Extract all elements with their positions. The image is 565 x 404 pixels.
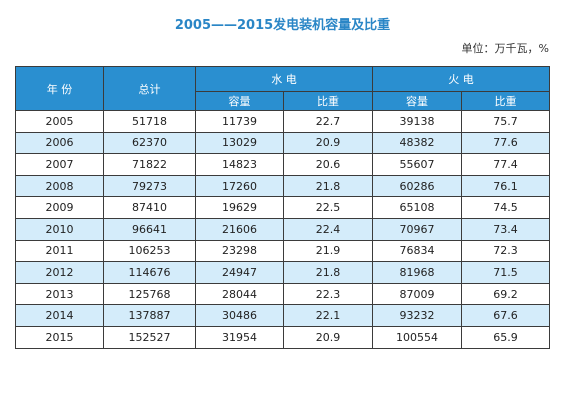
cell-hydro-ratio: 20.9 bbox=[283, 325, 373, 349]
cell-year: 2008 bbox=[15, 174, 104, 198]
cell-hydro-capacity: 23298 bbox=[195, 239, 284, 263]
unit-note: 单位：万千瓦，% bbox=[461, 42, 549, 55]
cell-thermal-ratio: 77.4 bbox=[461, 153, 550, 176]
cell-thermal-ratio: 77.6 bbox=[461, 131, 550, 155]
cell-total: 137887 bbox=[103, 304, 196, 327]
cell-total: 106253 bbox=[103, 239, 196, 263]
cell-hydro-ratio: 21.8 bbox=[283, 261, 373, 284]
cell-year: 2007 bbox=[15, 153, 104, 176]
table-title: 2005——2015发电装机容量及比重 bbox=[174, 18, 391, 33]
cell-thermal-capacity: 100554 bbox=[372, 325, 462, 349]
cell-thermal-capacity: 81968 bbox=[372, 261, 462, 284]
cell-hydro-ratio: 22.1 bbox=[283, 304, 373, 327]
cell-hydro-ratio: 21.8 bbox=[283, 174, 373, 198]
cell-thermal-ratio: 71.5 bbox=[461, 261, 550, 284]
cell-hydro-ratio: 22.3 bbox=[283, 282, 373, 306]
cell-thermal-ratio: 75.7 bbox=[461, 110, 550, 133]
cell-thermal-capacity: 70967 bbox=[372, 217, 462, 241]
cell-hydro-capacity: 11739 bbox=[195, 110, 284, 133]
cell-hydro-capacity: 21606 bbox=[195, 217, 284, 241]
table-row: 2013 125768 28044 22.3 87009 69.2 bbox=[15, 282, 550, 306]
cell-year: 2010 bbox=[15, 217, 104, 241]
table-row: 2007 71822 14823 20.6 55607 77.4 bbox=[15, 153, 550, 176]
cell-hydro-capacity: 31954 bbox=[195, 325, 284, 349]
cell-thermal-capacity: 55607 bbox=[372, 153, 462, 176]
cell-year: 2005 bbox=[15, 110, 104, 133]
cell-hydro-capacity: 24947 bbox=[195, 261, 284, 284]
cell-thermal-ratio: 67.6 bbox=[461, 304, 550, 327]
table-row: 2006 62370 13029 20.9 48382 77.6 bbox=[15, 131, 550, 155]
table-row: 2008 79273 17260 21.8 60286 76.1 bbox=[15, 174, 550, 198]
table-row: 2015 152527 31954 20.9 100554 65.9 bbox=[15, 325, 550, 349]
cell-thermal-ratio: 74.5 bbox=[461, 196, 550, 219]
cell-thermal-capacity: 87009 bbox=[372, 282, 462, 306]
cell-thermal-capacity: 60286 bbox=[372, 174, 462, 198]
header-hydro-ratio: 比重 bbox=[283, 91, 373, 111]
cell-hydro-ratio: 22.5 bbox=[283, 196, 373, 219]
cell-thermal-ratio: 73.4 bbox=[461, 217, 550, 241]
cell-total: 71822 bbox=[103, 153, 196, 176]
cell-year: 2014 bbox=[15, 304, 104, 327]
cell-total: 79273 bbox=[103, 174, 196, 198]
cell-total: 51718 bbox=[103, 110, 196, 133]
table-row: 2012 114676 24947 21.8 81968 71.5 bbox=[15, 261, 550, 284]
cell-total: 152527 bbox=[103, 325, 196, 349]
cell-year: 2006 bbox=[15, 131, 104, 155]
cell-year: 2009 bbox=[15, 196, 104, 219]
cell-hydro-ratio: 21.9 bbox=[283, 239, 373, 263]
cell-thermal-ratio: 65.9 bbox=[461, 325, 550, 349]
cell-year: 2013 bbox=[15, 282, 104, 306]
cell-hydro-ratio: 22.7 bbox=[283, 110, 373, 133]
cell-thermal-capacity: 48382 bbox=[372, 131, 462, 155]
cell-thermal-capacity: 76834 bbox=[372, 239, 462, 263]
header-total: 总计 bbox=[103, 66, 196, 111]
cell-thermal-ratio: 69.2 bbox=[461, 282, 550, 306]
capacity-table: 年 份 总计 水 电 火 电 容量 比重 容量 比重 2005 51718 11… bbox=[15, 66, 550, 349]
table-row: 2014 137887 30486 22.1 93232 67.6 bbox=[15, 304, 550, 327]
cell-hydro-ratio: 20.9 bbox=[283, 131, 373, 155]
header-thermal-ratio: 比重 bbox=[461, 91, 550, 111]
cell-thermal-ratio: 72.3 bbox=[461, 239, 550, 263]
header-hydro: 水 电 bbox=[195, 66, 373, 92]
cell-hydro-capacity: 13029 bbox=[195, 131, 284, 155]
cell-total: 125768 bbox=[103, 282, 196, 306]
cell-hydro-capacity: 28044 bbox=[195, 282, 284, 306]
cell-total: 114676 bbox=[103, 261, 196, 284]
cell-hydro-ratio: 20.6 bbox=[283, 153, 373, 176]
header-year: 年 份 bbox=[15, 66, 104, 111]
table-row: 2009 87410 19629 22.5 65108 74.5 bbox=[15, 196, 550, 219]
cell-thermal-ratio: 76.1 bbox=[461, 174, 550, 198]
cell-hydro-capacity: 17260 bbox=[195, 174, 284, 198]
header-hydro-capacity: 容量 bbox=[195, 91, 284, 111]
cell-hydro-capacity: 14823 bbox=[195, 153, 284, 176]
table-row: 2005 51718 11739 22.7 39138 75.7 bbox=[15, 110, 550, 133]
cell-total: 96641 bbox=[103, 217, 196, 241]
cell-thermal-capacity: 39138 bbox=[372, 110, 462, 133]
header-thermal: 火 电 bbox=[372, 66, 550, 92]
cell-total: 62370 bbox=[103, 131, 196, 155]
cell-thermal-capacity: 65108 bbox=[372, 196, 462, 219]
cell-hydro-capacity: 19629 bbox=[195, 196, 284, 219]
cell-hydro-capacity: 30486 bbox=[195, 304, 284, 327]
cell-year: 2015 bbox=[15, 325, 104, 349]
cell-total: 87410 bbox=[103, 196, 196, 219]
header-thermal-capacity: 容量 bbox=[372, 91, 462, 111]
cell-hydro-ratio: 22.4 bbox=[283, 217, 373, 241]
cell-thermal-capacity: 93232 bbox=[372, 304, 462, 327]
cell-year: 2012 bbox=[15, 261, 104, 284]
table-row: 2011 106253 23298 21.9 76834 72.3 bbox=[15, 239, 550, 263]
cell-year: 2011 bbox=[15, 239, 104, 263]
table-row: 2010 96641 21606 22.4 70967 73.4 bbox=[15, 217, 550, 241]
